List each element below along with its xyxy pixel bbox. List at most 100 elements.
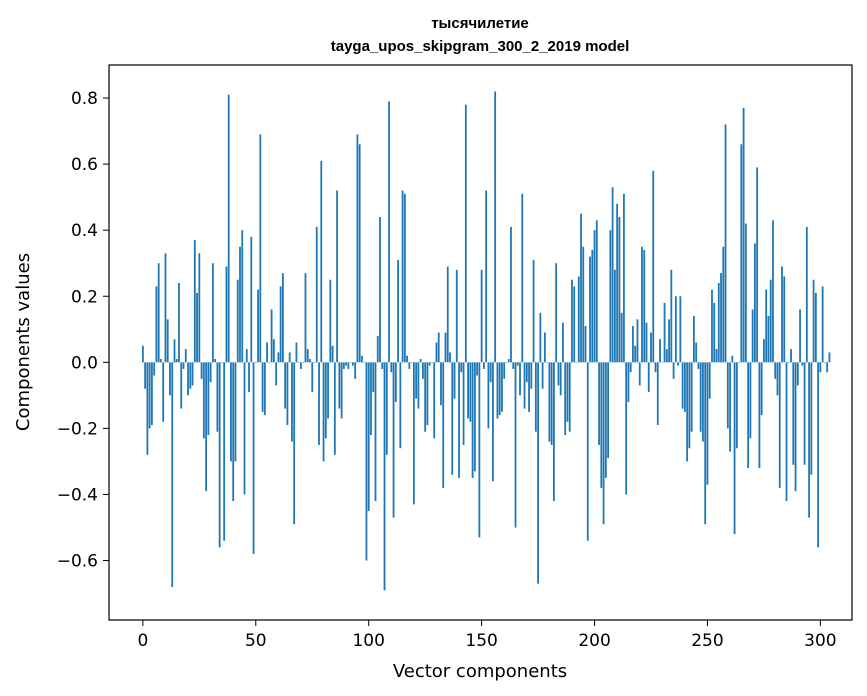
bar [550, 362, 553, 445]
bar [702, 362, 704, 442]
bar [227, 94, 230, 363]
bar [523, 362, 526, 409]
bar [663, 302, 666, 363]
bar [345, 362, 348, 366]
bar [383, 362, 386, 591]
bar [528, 362, 530, 412]
bar [767, 316, 770, 363]
bar [311, 362, 314, 393]
bar [286, 362, 289, 426]
bar [747, 362, 750, 469]
x-axis-ticks: 0 50 100 150 200 250 300 [137, 620, 837, 651]
bar [379, 216, 381, 363]
bar [160, 359, 162, 363]
bar [449, 352, 451, 363]
bar [510, 226, 512, 363]
bar [446, 266, 449, 363]
x-tick-label: 50 [245, 631, 267, 651]
bar [444, 332, 447, 363]
bar [498, 362, 501, 416]
bar [706, 362, 709, 485]
bar [783, 276, 786, 363]
bar [250, 236, 253, 363]
bar [428, 362, 431, 366]
bar [397, 259, 399, 363]
bar [636, 319, 639, 363]
bar [571, 279, 573, 363]
bar [627, 362, 630, 402]
bar [537, 362, 539, 584]
bar [464, 104, 467, 363]
bar [557, 362, 560, 386]
bar [781, 266, 783, 363]
bar [543, 332, 546, 363]
bar [473, 362, 476, 472]
bar [442, 362, 445, 488]
bar [817, 362, 820, 548]
bar [221, 362, 223, 363]
bar [200, 362, 203, 379]
bar [609, 230, 612, 363]
bar [232, 362, 235, 502]
bar [342, 362, 345, 369]
bar [708, 362, 711, 399]
bar [715, 349, 718, 363]
bar [501, 362, 503, 412]
bar [223, 362, 226, 541]
bar [744, 223, 747, 363]
bar [155, 286, 158, 363]
bar [381, 362, 384, 369]
bar [731, 355, 734, 363]
bar [674, 296, 677, 363]
bar [388, 101, 390, 363]
y-tick-label: 0.8 [71, 89, 98, 109]
x-axis-label: Vector components [393, 661, 567, 682]
bar [514, 362, 517, 528]
bar [205, 362, 208, 492]
bar [686, 362, 689, 462]
bar [327, 362, 329, 419]
bar [180, 362, 183, 409]
y-tick-label: −0.6 [57, 552, 98, 572]
bar [408, 362, 411, 369]
bar [406, 355, 409, 363]
bar [683, 362, 686, 412]
bar [245, 349, 248, 363]
bar [629, 362, 632, 373]
y-tick-label: 0.2 [71, 287, 98, 307]
bar [467, 362, 469, 419]
bar [478, 362, 481, 538]
bar [521, 193, 524, 363]
bar [304, 273, 307, 363]
bar [144, 362, 147, 389]
x-tick-label: 150 [465, 631, 497, 651]
bar [196, 292, 198, 363]
bar [462, 362, 465, 445]
bar [374, 362, 377, 502]
bar [417, 362, 420, 409]
bar [720, 273, 722, 363]
bar [272, 339, 275, 363]
bar [697, 362, 700, 369]
bar [604, 362, 607, 478]
bar [763, 339, 765, 363]
y-tick-label: −0.4 [57, 485, 98, 505]
bar [704, 362, 707, 525]
bar [722, 246, 725, 363]
bar [548, 362, 551, 442]
bar [539, 312, 542, 363]
bar [453, 362, 456, 399]
bar [776, 362, 779, 396]
bar [164, 253, 167, 363]
bar [403, 193, 406, 363]
bar [275, 362, 278, 386]
y-tick-label: 0.4 [71, 221, 98, 241]
bar [363, 362, 366, 363]
bar [356, 134, 359, 363]
bar [336, 190, 338, 363]
bar [711, 289, 713, 363]
bar [670, 269, 673, 363]
bar [293, 362, 296, 525]
bar [765, 289, 768, 363]
bar [582, 246, 585, 363]
